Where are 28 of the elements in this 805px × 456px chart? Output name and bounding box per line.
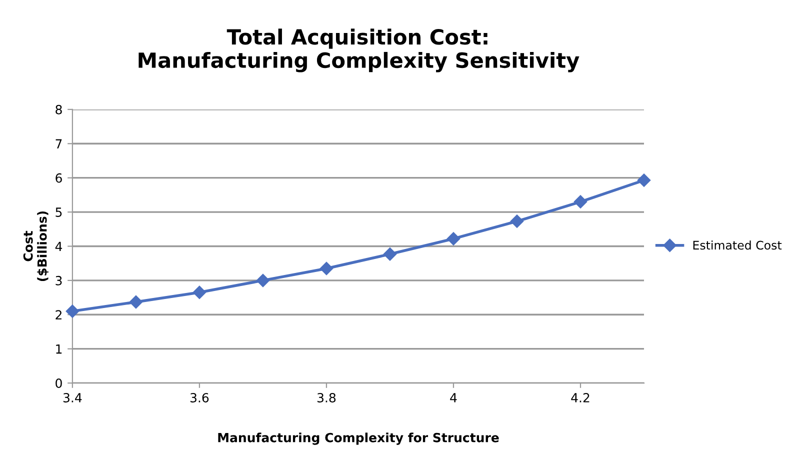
point <box>383 248 397 261</box>
point <box>637 174 651 187</box>
point <box>66 304 80 318</box>
point <box>129 295 143 309</box>
y-tick-label: 7 <box>56 139 62 148</box>
x-tick-label: 3.4 <box>63 392 82 402</box>
y-axis-title: Cost ($Billions) <box>23 211 48 282</box>
y-tick-label: 3 <box>56 276 62 286</box>
chart-title: Total Acquisition Cost: Manufacturing Complexity Sensitivity <box>138 28 580 72</box>
point <box>574 195 588 208</box>
point <box>320 262 334 276</box>
legend-label: Estimated Cost <box>693 240 782 250</box>
point <box>256 274 270 288</box>
y-tick-label: 8 <box>56 104 62 114</box>
y-tick-label: 2 <box>56 310 62 320</box>
y-tick-label: 4 <box>55 242 62 251</box>
point <box>192 286 206 299</box>
x-tick-label: 4.2 <box>571 392 590 402</box>
x-tick-label: 4 <box>450 393 457 402</box>
point <box>446 232 460 246</box>
x-tick-label: 3.8 <box>317 392 336 402</box>
x-tick-label: 3.6 <box>190 392 209 402</box>
y-tick-label: 5 <box>56 208 62 217</box>
y-tick-label: 1 <box>56 344 62 354</box>
y-tick-label: 0 <box>56 378 62 388</box>
point <box>510 214 524 228</box>
x-axis-title: Manufacturing Complexity for Structure <box>218 432 499 445</box>
y-tick-label: 6 <box>56 173 62 183</box>
